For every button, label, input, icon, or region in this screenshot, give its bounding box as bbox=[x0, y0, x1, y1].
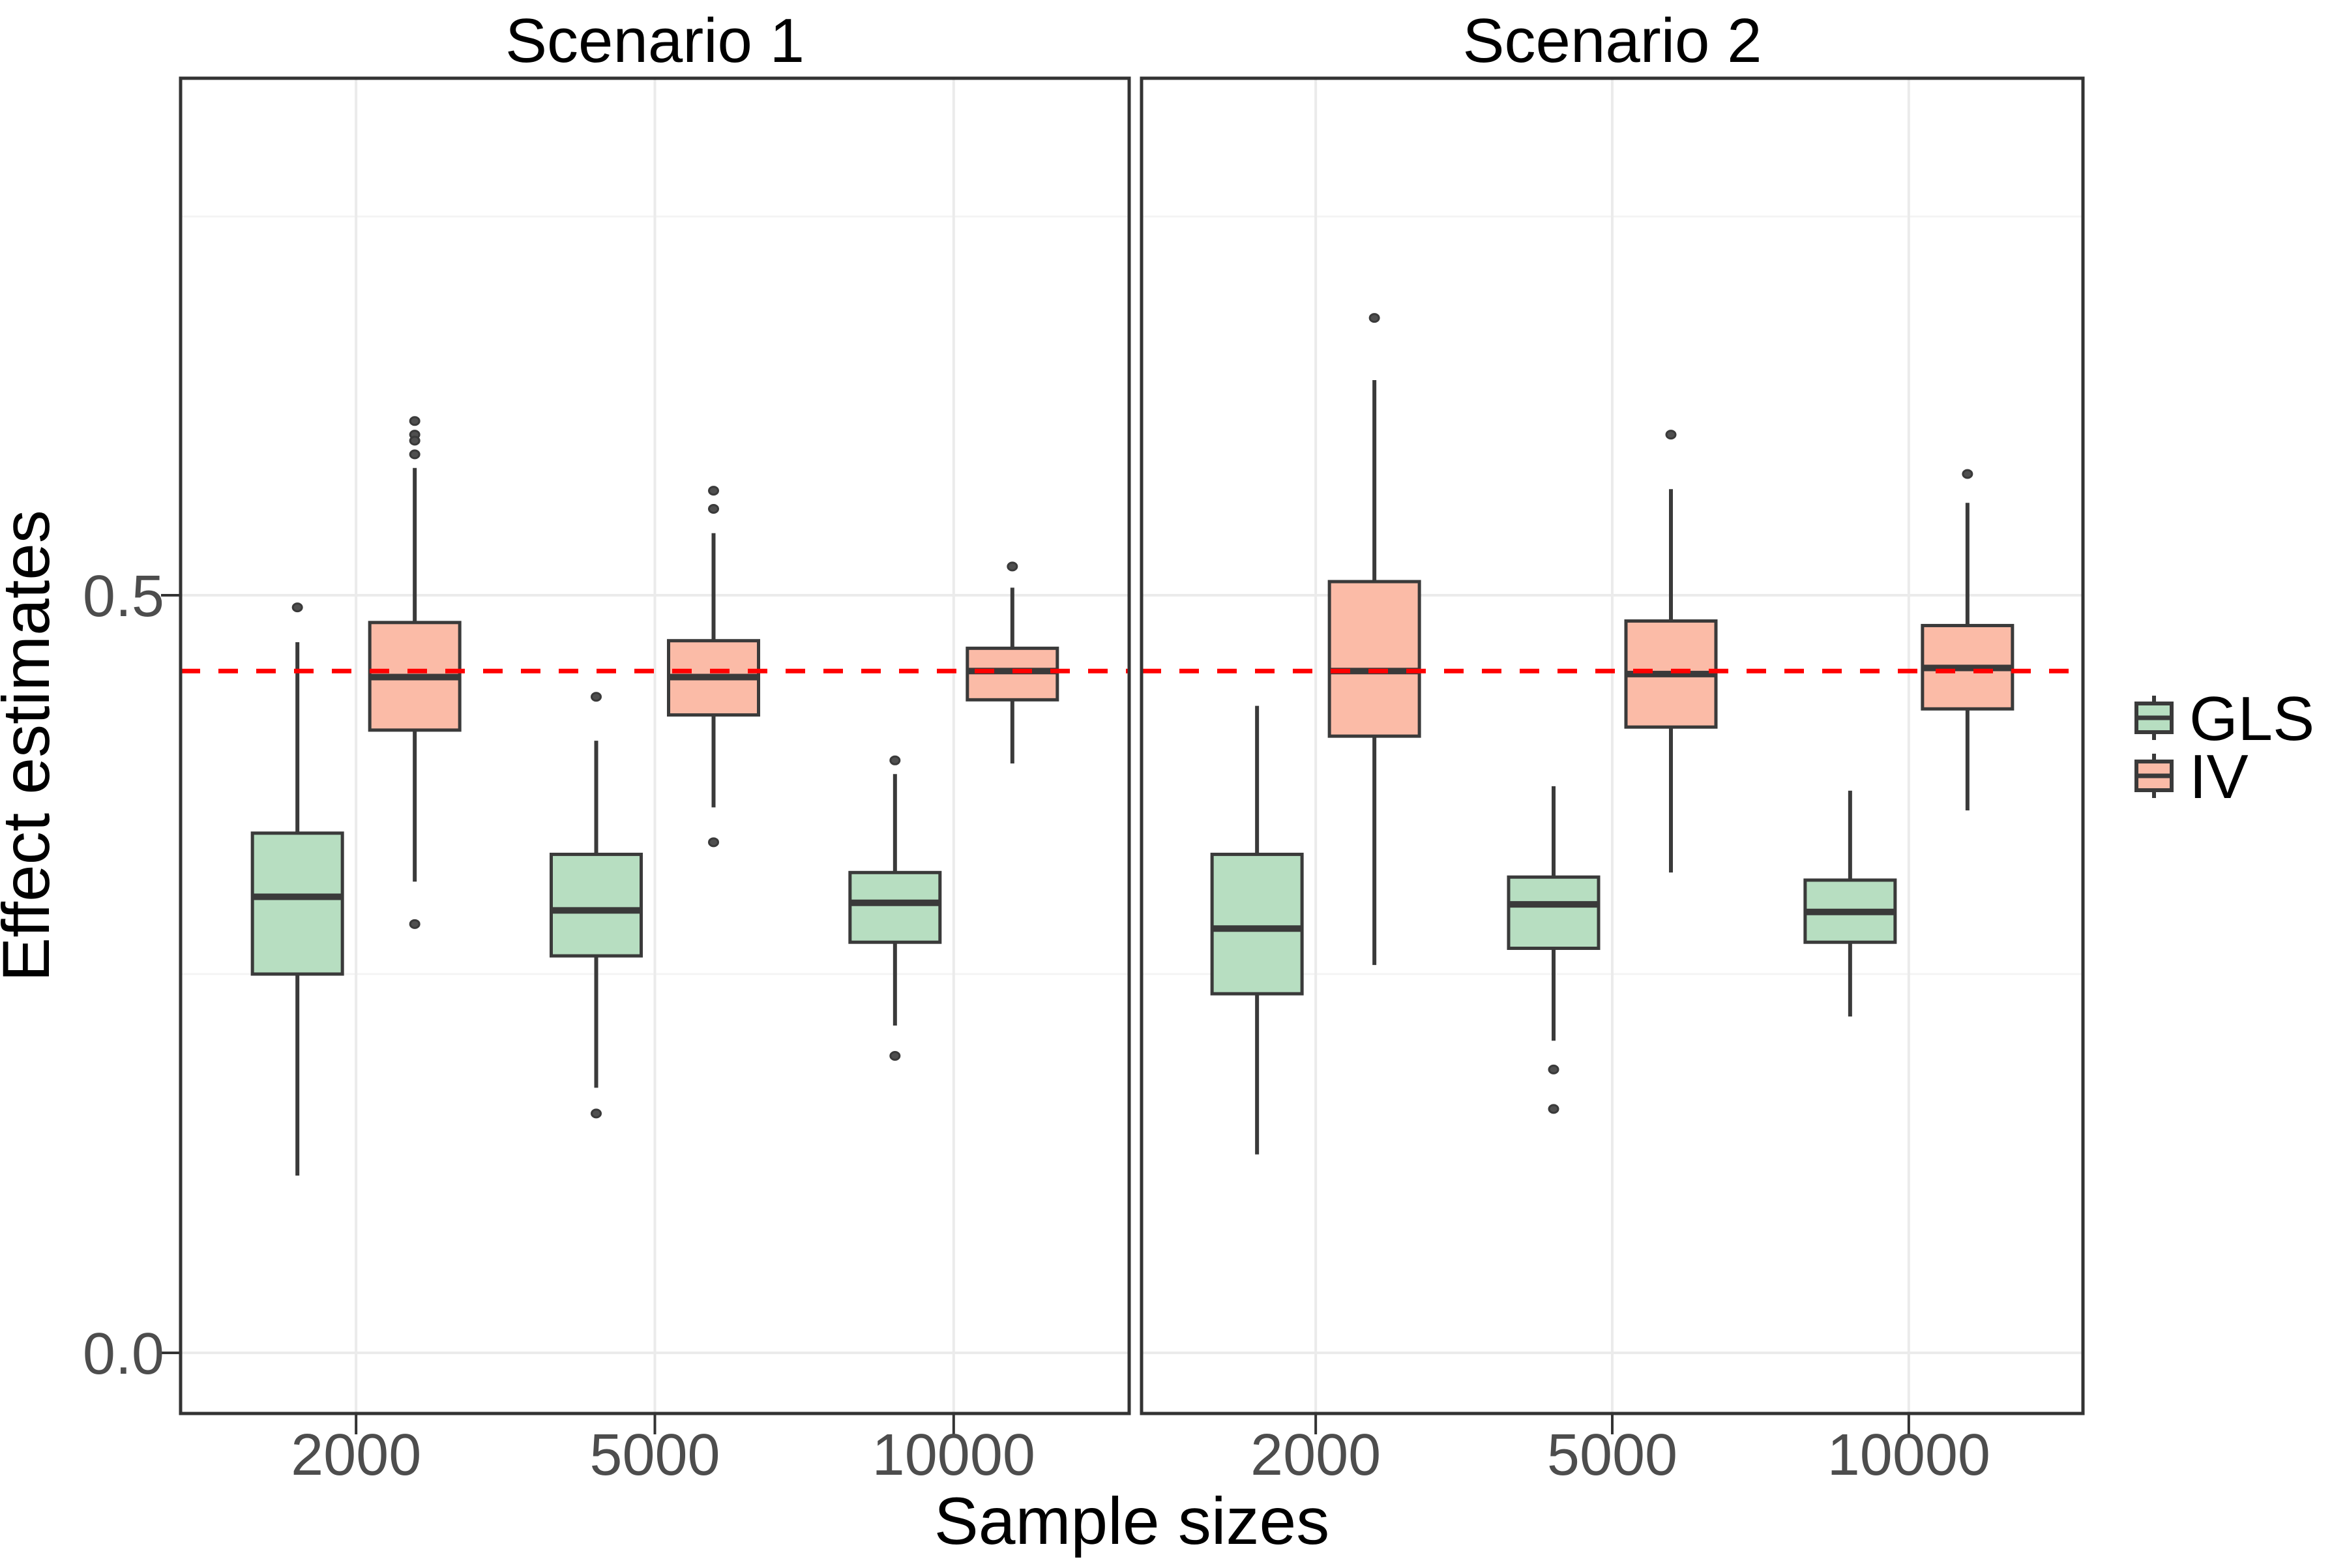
y-tick-label: 0.5 bbox=[83, 564, 164, 629]
outlier-point bbox=[889, 755, 901, 765]
facet-panel-2: Scenario 2 2000 5000 10000 bbox=[1140, 6, 2085, 1488]
box-scenario2-2000-iv bbox=[1327, 313, 1421, 966]
x-tick-label: 2000 bbox=[1250, 1423, 1381, 1488]
iqr-box bbox=[1210, 852, 1304, 996]
box-scenario1-5000-gls bbox=[550, 692, 643, 1119]
x-tick-label: 10000 bbox=[1827, 1423, 1990, 1488]
legend-label-iv: IV bbox=[2189, 742, 2249, 812]
outlier-point bbox=[409, 436, 421, 446]
outlier-point bbox=[1548, 1064, 1559, 1074]
outlier-point bbox=[1368, 313, 1380, 323]
outlier-point bbox=[409, 416, 421, 426]
outlier-point bbox=[591, 1108, 602, 1119]
facet-title-2: Scenario 2 bbox=[1463, 6, 1762, 76]
outlier-point bbox=[708, 504, 719, 514]
iqr-box bbox=[250, 831, 344, 976]
box-scenario1-10000-iv bbox=[966, 561, 1059, 763]
y-tick-label: 0.0 bbox=[83, 1322, 164, 1387]
outlier-point bbox=[1548, 1104, 1559, 1114]
outlier-point bbox=[591, 692, 602, 702]
x-tick-label: 2000 bbox=[291, 1423, 421, 1488]
outlier-point bbox=[708, 486, 719, 496]
box-scenario1-2000-gls bbox=[250, 602, 344, 1176]
box-scenario2-10000-gls bbox=[1803, 790, 1897, 1017]
box-scenario1-10000-gls bbox=[848, 755, 942, 1061]
box-scenario1-5000-iv bbox=[667, 486, 760, 848]
x-tick-label: 5000 bbox=[1547, 1423, 1677, 1488]
outlier-point bbox=[1007, 561, 1018, 572]
outlier-point bbox=[1665, 430, 1677, 440]
box-scenario2-10000-iv bbox=[1921, 469, 2015, 811]
facet-title-1: Scenario 1 bbox=[505, 6, 804, 76]
box-scenario1-2000-iv bbox=[368, 416, 462, 929]
facet-panel-1: Scenario 1 2000 5000 10000 bbox=[179, 6, 1131, 1488]
legend-item-gls: GLS bbox=[2134, 684, 2314, 754]
legend-label-gls: GLS bbox=[2189, 684, 2314, 754]
x-tick-label: 10000 bbox=[872, 1423, 1035, 1488]
iqr-box bbox=[1327, 580, 1421, 738]
outlier-point bbox=[889, 1051, 901, 1061]
outlier-point bbox=[708, 837, 719, 848]
outlier-point bbox=[409, 449, 421, 460]
y-axis-title: Effect estimates bbox=[0, 510, 63, 982]
x-axis-title: Sample sizes bbox=[934, 1484, 1330, 1558]
x-tick-label: 5000 bbox=[589, 1423, 720, 1488]
iqr-box bbox=[1507, 875, 1601, 951]
outlier-point bbox=[409, 919, 421, 929]
outlier-point bbox=[291, 602, 303, 613]
box-scenario2-5000-iv bbox=[1624, 430, 1718, 873]
iqr-box bbox=[848, 870, 942, 944]
legend-item-iv: IV bbox=[2134, 742, 2249, 812]
iqr-box bbox=[550, 852, 643, 958]
box-scenario2-5000-gls bbox=[1507, 786, 1601, 1114]
outlier-point bbox=[1962, 469, 1973, 479]
box-scenario2-2000-gls bbox=[1210, 705, 1304, 1155]
